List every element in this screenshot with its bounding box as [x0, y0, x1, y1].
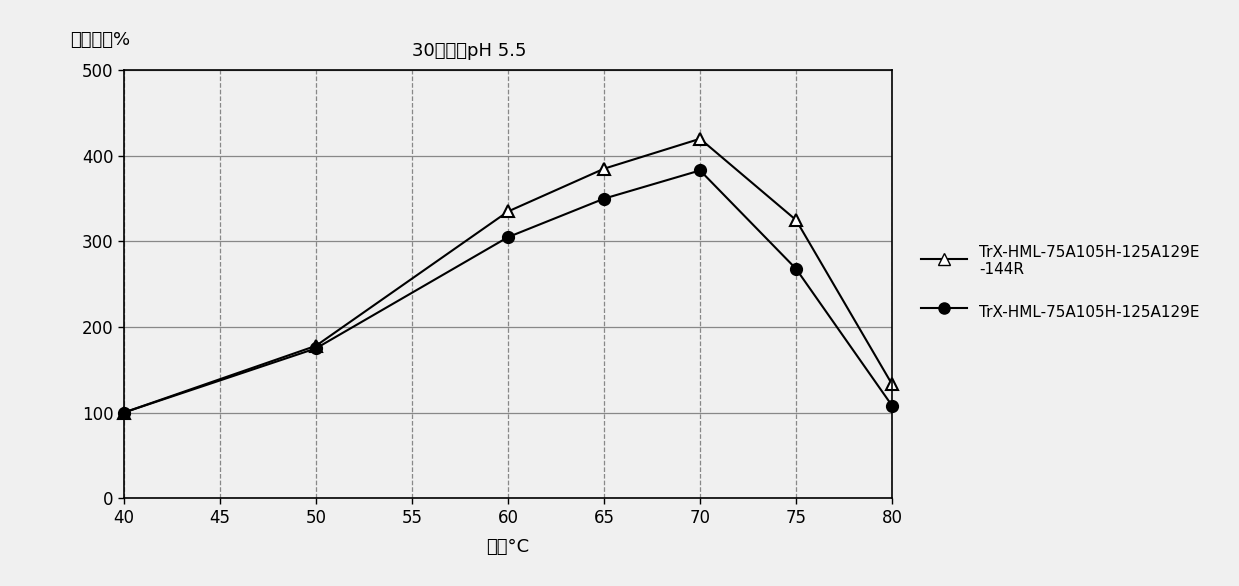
TrX-HML-75A105H-125A129E
-144R	[788, 217, 803, 224]
TrX-HML-75A105H-125A129E	[788, 265, 803, 272]
Line: TrX-HML-75A105H-125A129E: TrX-HML-75A105H-125A129E	[119, 165, 897, 418]
Text: 相对活性%: 相对活性%	[71, 31, 130, 49]
TrX-HML-75A105H-125A129E
-144R	[116, 409, 131, 416]
TrX-HML-75A105H-125A129E
-144R	[309, 342, 323, 349]
TrX-HML-75A105H-125A129E	[885, 402, 900, 409]
TrX-HML-75A105H-125A129E
-144R	[597, 165, 612, 172]
TrX-HML-75A105H-125A129E	[597, 195, 612, 202]
TrX-HML-75A105H-125A129E
-144R	[693, 135, 707, 142]
Legend: TrX-HML-75A105H-125A129E
-144R, TrX-HML-75A105H-125A129E: TrX-HML-75A105H-125A129E -144R, TrX-HML-…	[916, 239, 1206, 330]
TrX-HML-75A105H-125A129E	[116, 409, 131, 416]
TrX-HML-75A105H-125A129E	[309, 345, 323, 352]
TrX-HML-75A105H-125A129E	[501, 234, 515, 241]
X-axis label: 温度°C: 温度°C	[487, 537, 529, 556]
Title: 30分钟，pH 5.5: 30分钟，pH 5.5	[413, 42, 527, 60]
Line: TrX-HML-75A105H-125A129E
-144R: TrX-HML-75A105H-125A129E -144R	[119, 133, 897, 418]
TrX-HML-75A105H-125A129E
-144R	[885, 381, 900, 388]
TrX-HML-75A105H-125A129E	[693, 167, 707, 174]
TrX-HML-75A105H-125A129E
-144R	[501, 208, 515, 215]
